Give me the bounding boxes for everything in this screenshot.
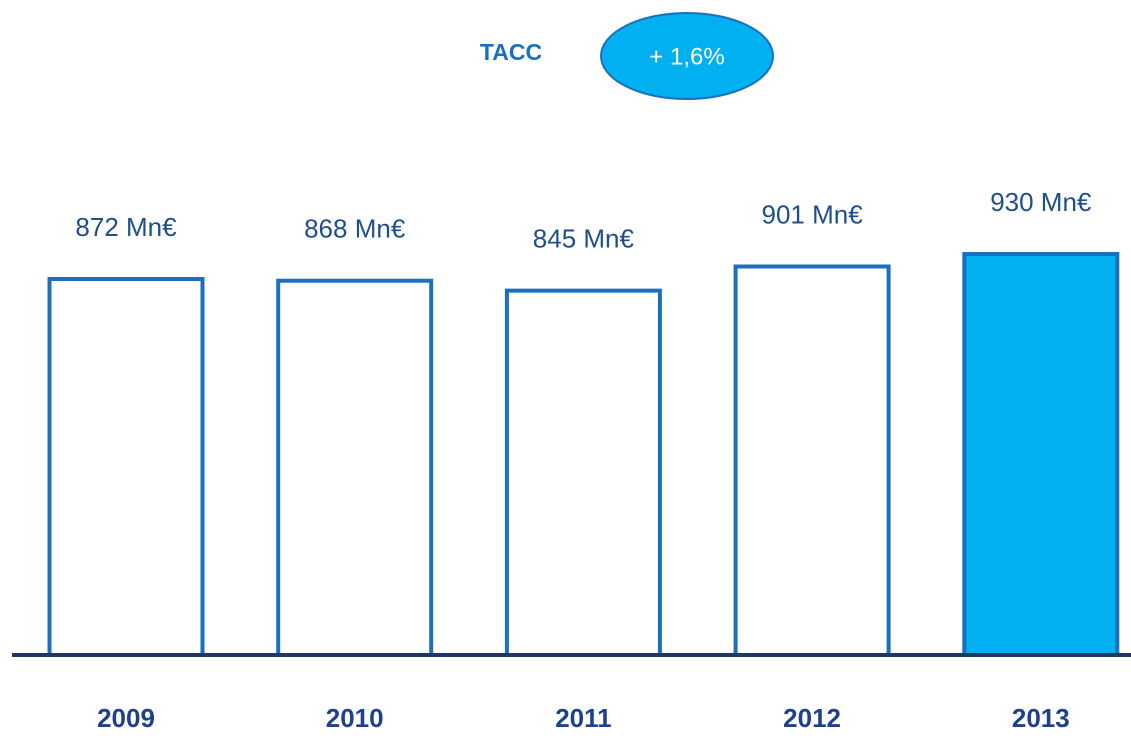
x-tick-label: 2010 — [326, 703, 384, 733]
x-tick-label: 2013 — [1012, 703, 1070, 733]
annotation-value: + 1,6% — [649, 43, 724, 70]
bar — [276, 278, 434, 657]
x-tick-label: 2012 — [783, 703, 841, 733]
value-label: 930 Mn€ — [990, 187, 1092, 217]
annotation-label: TACC — [480, 39, 542, 65]
annotation-bubble — [600, 12, 774, 100]
x-tick-label: 2009 — [97, 703, 155, 733]
value-label: 845 Mn€ — [533, 224, 635, 254]
bar — [962, 251, 1120, 657]
bar — [47, 276, 205, 657]
value-label: 901 Mn€ — [762, 199, 864, 229]
bar — [504, 288, 662, 657]
bar — [733, 264, 891, 657]
x-tick-label: 2011 — [555, 703, 611, 733]
value-label: 868 Mn€ — [304, 214, 406, 244]
value-label: 872 Mn€ — [75, 212, 177, 242]
